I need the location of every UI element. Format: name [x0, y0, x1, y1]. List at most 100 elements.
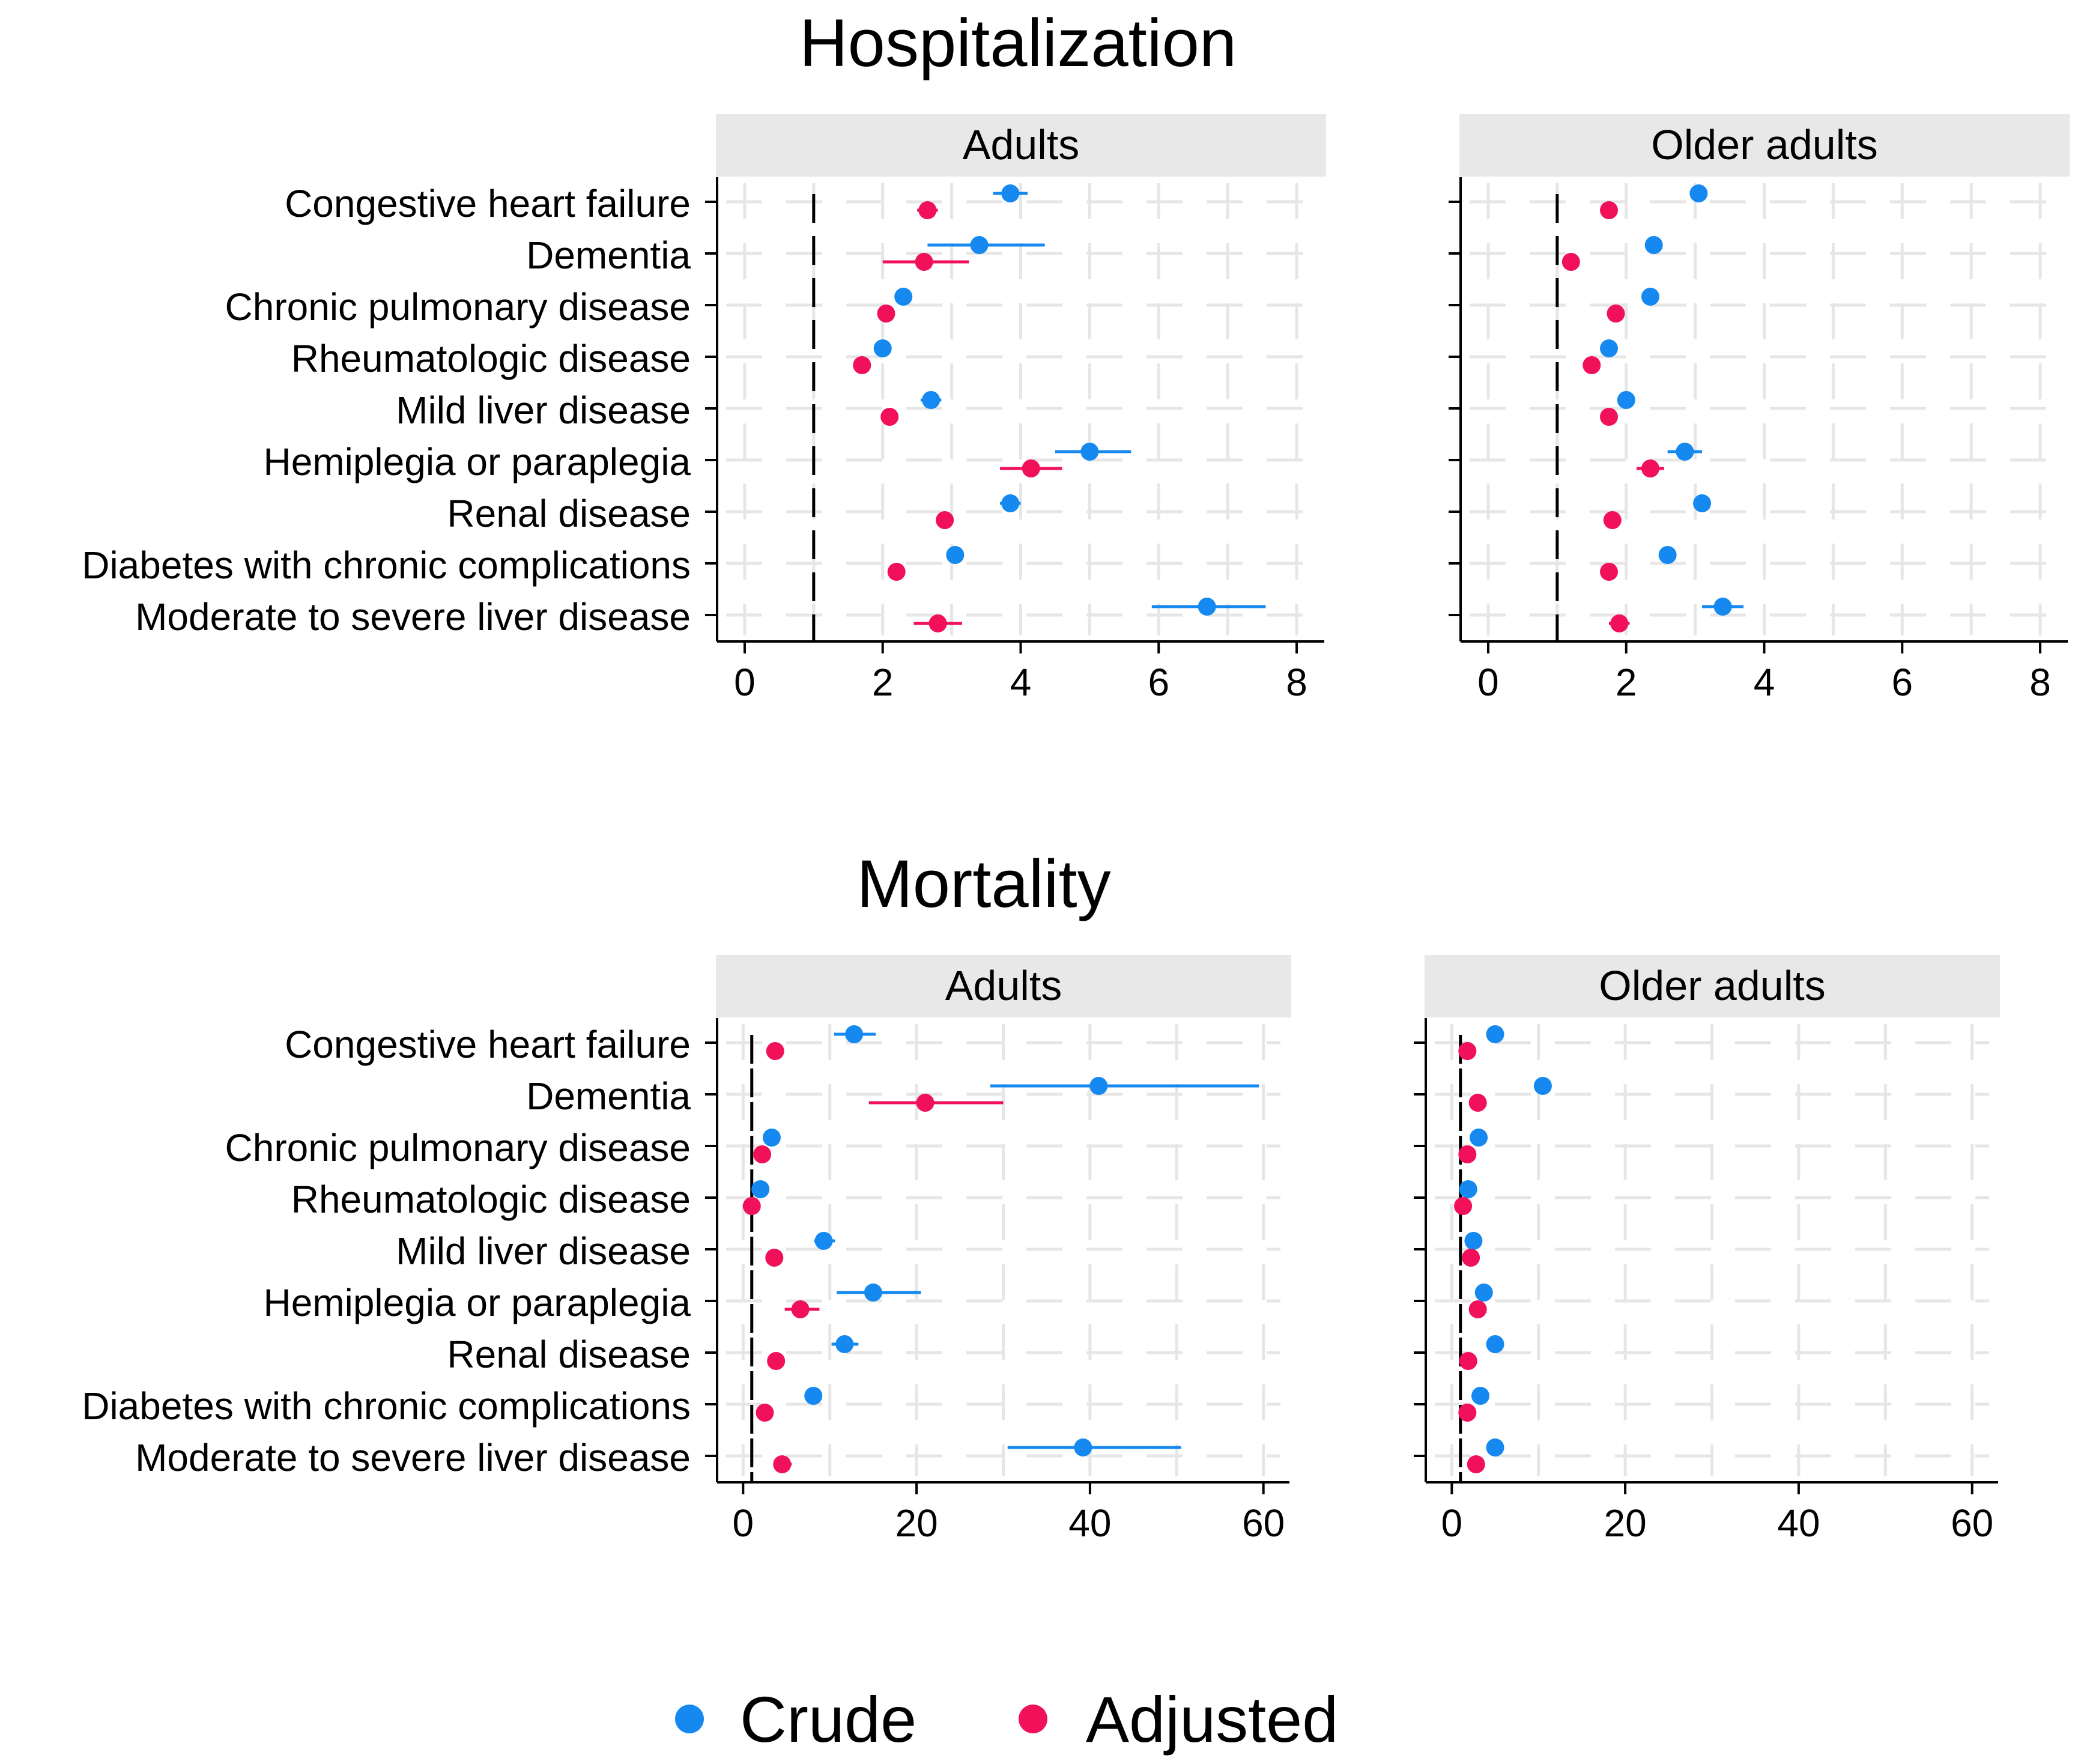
category-labels-mortality: Congestive heart failure Dementia Chroni…: [82, 1023, 691, 1479]
category-label: Mild liver disease: [396, 389, 691, 432]
point-estimate-adjusted: [1583, 356, 1601, 374]
point-estimate-crude: [1486, 1438, 1504, 1456]
legend-marker-crude: [675, 1705, 704, 1733]
panel-hospitalization-adults: 0 2 4 6 8: [705, 177, 1324, 704]
point-estimate-adjusted: [1467, 1455, 1485, 1473]
point-estimate-adjusted: [1468, 1300, 1487, 1318]
x-tick-label: 4: [1754, 661, 1775, 704]
point-estimate-crude: [894, 288, 913, 306]
category-label: Moderate to severe liver disease: [135, 595, 691, 638]
point-estimate-crude: [1198, 598, 1216, 616]
point-estimate-adjusted: [773, 1455, 792, 1473]
panel-mortality-adults: 0 20 40 60: [705, 1018, 1289, 1545]
point-estimate-crude: [1689, 184, 1708, 202]
point-estimate-adjusted: [1600, 563, 1619, 581]
x-tick-label: 60: [1242, 1502, 1285, 1545]
point-estimate-crude: [1693, 494, 1712, 512]
category-labels-hospitalization: Congestive heart failure Dementia Chroni…: [82, 182, 691, 638]
x-tick-label: 40: [1777, 1502, 1820, 1545]
point-estimate-adjusted: [1600, 408, 1619, 426]
x-tick-label: 0: [1477, 661, 1499, 704]
category-label: Renal disease: [447, 1333, 691, 1376]
point-estimate-crude: [970, 236, 989, 254]
strip-background: [716, 114, 1326, 177]
strip-background: [1425, 955, 2000, 1017]
x-tick-label: 0: [733, 1502, 754, 1545]
x-tick-label: 8: [2029, 661, 2051, 704]
category-label: Diabetes with chronic complications: [82, 544, 691, 587]
point-estimate-adjusted: [1641, 459, 1659, 477]
point-estimate-adjusted: [1458, 1042, 1477, 1060]
strip-background: [716, 955, 1291, 1017]
point-estimate-crude: [751, 1180, 770, 1198]
point-estimate-crude: [1471, 1387, 1489, 1405]
point-estimate-crude: [1533, 1077, 1552, 1095]
legend-label-crude: Crude: [740, 1683, 916, 1756]
panel-label-hosp-adults: Adults: [963, 121, 1080, 168]
point-estimate-crude: [1459, 1180, 1477, 1198]
legend-marker-adjusted: [1019, 1705, 1047, 1733]
legend-label-adjusted: Adjusted: [1086, 1683, 1338, 1756]
category-label: Diabetes with chronic complications: [82, 1384, 691, 1428]
point-estimate-crude: [1641, 288, 1659, 306]
section-title-hospitalization: Hospitalization: [799, 5, 1237, 80]
point-estimate-crude: [1486, 1335, 1504, 1353]
point-estimate-adjusted: [767, 1352, 786, 1370]
point-estimate-crude: [1617, 391, 1635, 409]
point-estimate-crude: [1089, 1077, 1108, 1095]
point-estimate-adjusted: [791, 1300, 810, 1318]
point-estimate-adjusted: [880, 408, 899, 426]
point-estimate-crude: [1001, 184, 1020, 202]
point-estimate-adjusted: [887, 563, 906, 581]
panel-label-mort-adults: Adults: [945, 962, 1062, 1009]
point-estimate-adjusted: [766, 1042, 784, 1060]
category-label: Hemiplegia or paraplegia: [263, 440, 691, 483]
section-title-mortality: Mortality: [856, 846, 1110, 921]
point-estimate-adjusted: [1022, 459, 1040, 477]
point-estimate-crude: [1486, 1025, 1504, 1043]
point-estimate-crude: [1470, 1129, 1488, 1147]
point-estimate-crude: [804, 1387, 823, 1405]
point-estimate-adjusted: [1458, 1404, 1477, 1422]
category-label: Renal disease: [447, 492, 691, 535]
point-estimate-adjusted: [915, 253, 933, 271]
x-tick-label: 4: [1010, 661, 1032, 704]
point-estimate-adjusted: [916, 1094, 934, 1112]
x-tick-label: 0: [734, 661, 756, 704]
point-estimate-crude: [922, 391, 941, 409]
point-estimate-crude: [762, 1129, 781, 1147]
point-estimate-adjusted: [1459, 1352, 1477, 1370]
x-tick-label: 2: [1616, 661, 1637, 704]
legend: Crude Adjusted: [675, 1683, 1338, 1756]
point-estimate-adjusted: [1468, 1094, 1487, 1112]
strip-background: [1459, 114, 2070, 177]
point-estimate-crude: [946, 546, 965, 564]
point-estimate-adjusted: [1458, 1145, 1477, 1163]
category-label: Dementia: [526, 1074, 691, 1118]
point-estimate-adjusted: [877, 305, 895, 323]
point-estimate-adjusted: [1610, 614, 1629, 632]
x-tick-label: 6: [1891, 661, 1913, 704]
x-tick-label: 20: [1604, 1502, 1647, 1545]
category-label: Dementia: [526, 234, 691, 277]
point-estimate-crude: [1080, 443, 1099, 461]
point-estimate-crude: [1676, 443, 1694, 461]
point-estimate-adjusted: [753, 1145, 772, 1163]
point-estimate-adjusted: [1562, 253, 1580, 271]
point-estimate-crude: [1074, 1438, 1092, 1456]
panel-mortality-older-adults: 0 20 40 60: [1414, 1018, 1998, 1545]
panel-hospitalization-older-adults: 0 2 4 6 8: [1449, 177, 2068, 704]
point-estimate-adjusted: [853, 356, 871, 374]
category-label: Chronic pulmonary disease: [225, 1126, 691, 1169]
point-estimate-crude: [1644, 236, 1663, 254]
point-estimate-crude: [1658, 546, 1677, 564]
panel-label-mort-older-adults: Older adults: [1599, 962, 1825, 1009]
point-estimate-crude: [835, 1335, 854, 1353]
category-label: Mild liver disease: [396, 1229, 691, 1273]
x-tick-label: 60: [1951, 1502, 1993, 1545]
category-label: Congestive heart failure: [285, 1023, 691, 1066]
point-estimate-adjusted: [1454, 1197, 1473, 1215]
category-label: Rheumatologic disease: [291, 1178, 691, 1221]
